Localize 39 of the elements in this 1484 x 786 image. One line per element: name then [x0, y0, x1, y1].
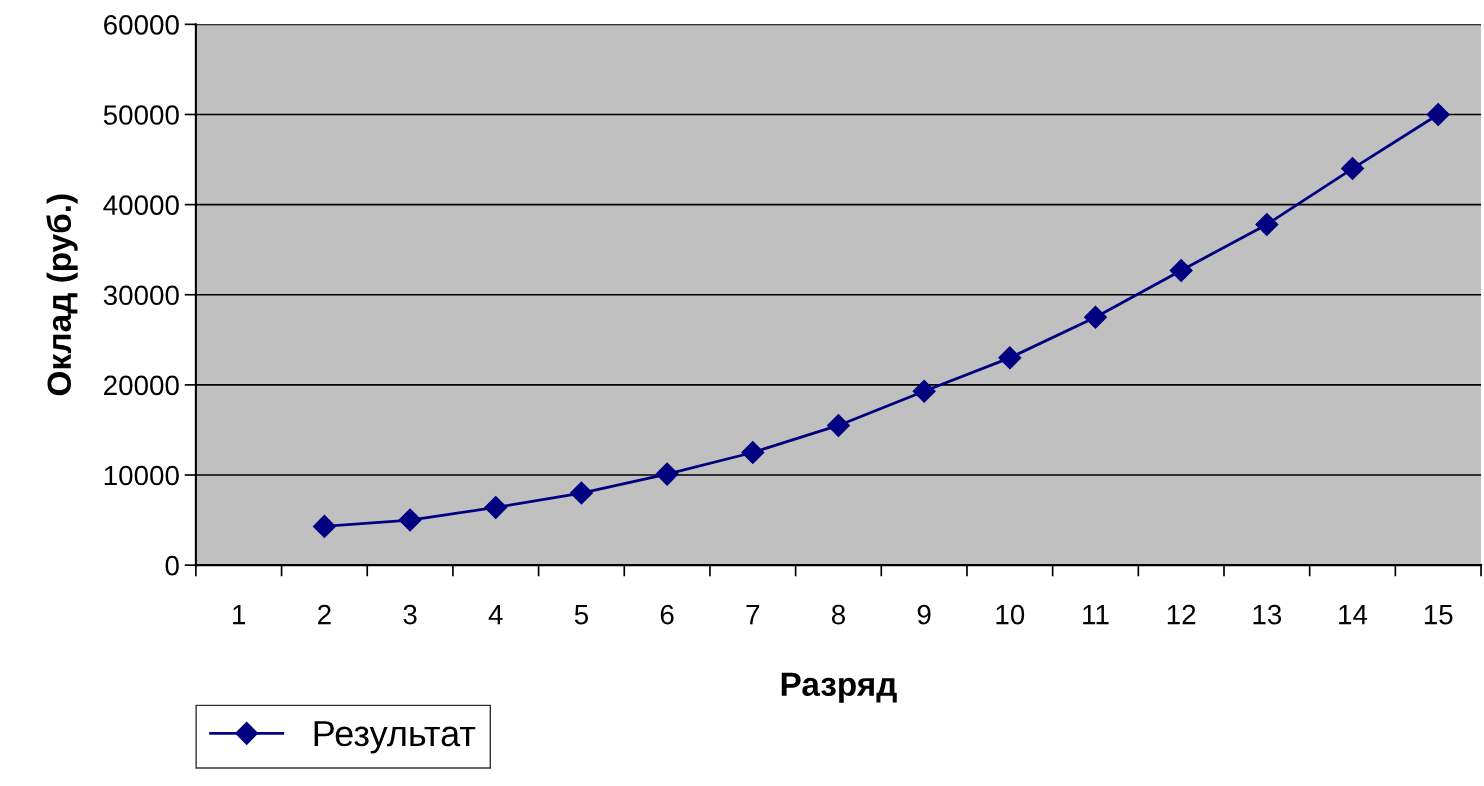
- x-tick-label: 11: [1083, 605, 1109, 625]
- legend-label: Результат: [314, 721, 476, 754]
- x-tick-label: 7: [746, 605, 760, 625]
- x-tick-label: 4: [488, 605, 503, 625]
- y-tick-label: 40000: [103, 195, 179, 215]
- point: [1083, 305, 1107, 329]
- point: [998, 346, 1022, 370]
- point: [1426, 102, 1450, 126]
- y-tick-label: 30000: [103, 285, 179, 306]
- x-tick-label: 6: [660, 604, 674, 625]
- x-tick-label: 8: [831, 604, 845, 625]
- x-tick-label: 9: [917, 604, 931, 625]
- point: [569, 481, 593, 505]
- x-axis-title: Разряд: [781, 672, 897, 703]
- y-tick-label: 10000: [104, 465, 179, 486]
- x-tick-label: 2: [318, 604, 331, 625]
- point: [312, 514, 336, 538]
- y-tick-label: 0: [165, 555, 179, 576]
- x-tick-label: 10: [996, 604, 1025, 625]
- point: [741, 440, 765, 464]
- x-tick-label: 13: [1253, 604, 1282, 625]
- y-tick-label: 20000: [104, 375, 179, 396]
- x-tick-label: 5: [574, 605, 588, 625]
- y-tick-label: 60000: [104, 15, 179, 35]
- point: [484, 495, 508, 519]
- point: [1169, 258, 1193, 282]
- y-axis-title: Оклад (руб.): [46, 194, 78, 396]
- point: [912, 379, 936, 403]
- point: [826, 413, 850, 437]
- point: [1255, 212, 1279, 236]
- x-tick-label: 14: [1339, 605, 1368, 625]
- x-tick-label: 1: [233, 605, 246, 625]
- point: [1341, 157, 1365, 181]
- point: [398, 508, 422, 532]
- x-tick-label: 12: [1167, 604, 1196, 625]
- point: [655, 462, 679, 486]
- y-tick-label: 50000: [103, 105, 179, 125]
- x-tick-label: 15: [1424, 605, 1453, 625]
- x-tick-label: 3: [403, 604, 417, 625]
